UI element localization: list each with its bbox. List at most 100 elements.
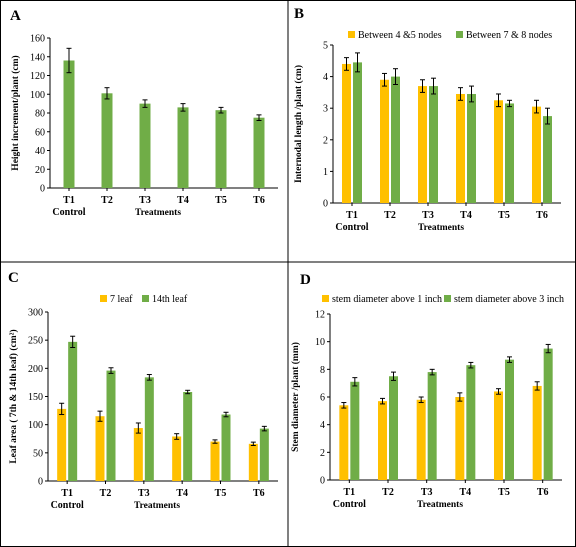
y-tick-label: 150: [28, 392, 43, 403]
y-tick-label: 1: [323, 167, 328, 178]
y-axis-title: Leaf area ( 7th & 14th leaf) (cm²): [8, 329, 19, 463]
bar: [543, 116, 552, 203]
x-tick-label: T5: [498, 210, 510, 221]
y-tick-label: 120: [30, 71, 45, 82]
y-tick-label: 20: [35, 165, 45, 176]
control-label: Control: [51, 500, 84, 511]
y-tick-label: 60: [35, 127, 45, 138]
x-axis-title: Treatments: [135, 208, 181, 218]
bar: [456, 93, 465, 203]
x-tick-label: T3: [421, 487, 433, 498]
y-tick-label: 0: [320, 476, 325, 487]
bar: [416, 399, 426, 480]
bar: [505, 359, 514, 480]
y-tick-label: 3: [323, 104, 328, 115]
x-tick-label: T3: [139, 195, 151, 206]
x-tick-label: T2: [382, 487, 394, 498]
x-tick-label: T6: [536, 210, 548, 221]
bar: [353, 62, 362, 203]
x-axis-title: Treatments: [134, 501, 180, 511]
legend-label: 7 leaf: [110, 294, 133, 305]
bar: [183, 391, 193, 481]
bar: [427, 372, 437, 480]
bar: [139, 103, 151, 188]
legend-label: stem diameter above 1 inch: [332, 294, 442, 305]
bar: [429, 86, 438, 203]
bar: [215, 110, 227, 188]
bar: [378, 401, 387, 480]
bar: [68, 341, 78, 481]
y-tick-label: 250: [28, 336, 43, 347]
legend-label: stem diameter above 3 inch: [454, 294, 564, 305]
control-label: Control: [335, 222, 368, 233]
bar: [350, 381, 360, 480]
panel-letter: D: [300, 272, 311, 288]
bar: [389, 376, 398, 480]
panel-letter: A: [10, 8, 21, 24]
bar: [494, 100, 503, 203]
y-tick-label: 160: [30, 34, 45, 45]
bar: [253, 117, 265, 188]
x-tick-label: T2: [384, 210, 396, 221]
y-tick-label: 4: [320, 420, 325, 431]
bar: [494, 391, 503, 480]
bar: [133, 428, 143, 481]
legend-swatch: [348, 31, 355, 38]
y-tick-label: 100: [30, 90, 45, 101]
bar: [106, 370, 116, 481]
bar: [532, 385, 542, 480]
y-tick-label: 10: [315, 337, 325, 348]
y-tick-label: 100: [28, 420, 43, 431]
bar: [418, 86, 427, 203]
chart-panel-c: C 0 50 100 150 200 250 300 Leaf area ( 7th & 14t…: [8, 270, 278, 511]
chart-panel-b: B 0 1 2 3 4 5 Internodal length /plant (cm) T1 T2…: [293, 6, 561, 233]
y-tick-label: 0: [323, 199, 328, 210]
x-tick-label: T2: [100, 488, 112, 499]
bar: [467, 93, 476, 203]
bar: [505, 103, 514, 203]
panel-letter: B: [294, 6, 304, 22]
panel-letter: C: [8, 270, 19, 286]
legend-swatch: [456, 31, 463, 38]
x-tick-label: T3: [422, 210, 434, 221]
y-tick-label: 8: [320, 365, 325, 376]
y-tick-label: 6: [320, 393, 325, 404]
bar: [259, 428, 269, 481]
x-tick-label: T4: [177, 195, 189, 206]
x-tick-label: T2: [101, 195, 113, 206]
legend-label: Between 7 & 8 nodes: [466, 30, 552, 41]
y-tick-label: 0: [38, 477, 43, 488]
bar: [339, 405, 349, 480]
x-tick-label: T1: [63, 195, 75, 206]
bar: [342, 63, 351, 204]
y-tick-label: 200: [28, 364, 43, 375]
legend-swatch: [322, 295, 329, 302]
x-tick-label: T6: [537, 487, 549, 498]
x-axis-title: Treatments: [417, 500, 463, 510]
bar: [543, 348, 553, 480]
y-tick-label: 12: [315, 310, 325, 321]
y-tick-label: 50: [33, 448, 43, 459]
y-axis-title: Stem diameter /plant (mm): [290, 342, 301, 452]
x-tick-label: T3: [138, 488, 150, 499]
x-tick-label: T6: [253, 195, 265, 206]
y-tick-label: 5: [323, 41, 328, 52]
bar: [63, 60, 75, 188]
y-tick-label: 140: [30, 52, 45, 63]
y-tick-label: 300: [28, 308, 43, 319]
x-tick-label: T1: [61, 488, 73, 499]
bar: [172, 436, 182, 481]
legend-swatch: [444, 295, 451, 302]
chart-panel-d: D 0 2 4 6 8 10 12 Stem diameter /plant (mm) T1 T2 T…: [290, 272, 564, 510]
x-axis-title: Treatments: [418, 223, 464, 233]
legend-label: 14th leaf: [152, 294, 188, 305]
x-tick-label: T4: [459, 487, 471, 498]
y-tick-label: 2: [320, 448, 325, 459]
bar: [248, 443, 258, 481]
y-axis-title: Internodal length /plant (cm): [293, 65, 304, 183]
chart-panel-a: A 0 20 40 60 80 100 120 140 160 Height increment/p…: [10, 8, 278, 218]
bar: [380, 79, 389, 203]
y-axis-title: Height increment/plant (cm): [10, 55, 21, 170]
x-tick-label: T4: [460, 210, 472, 221]
